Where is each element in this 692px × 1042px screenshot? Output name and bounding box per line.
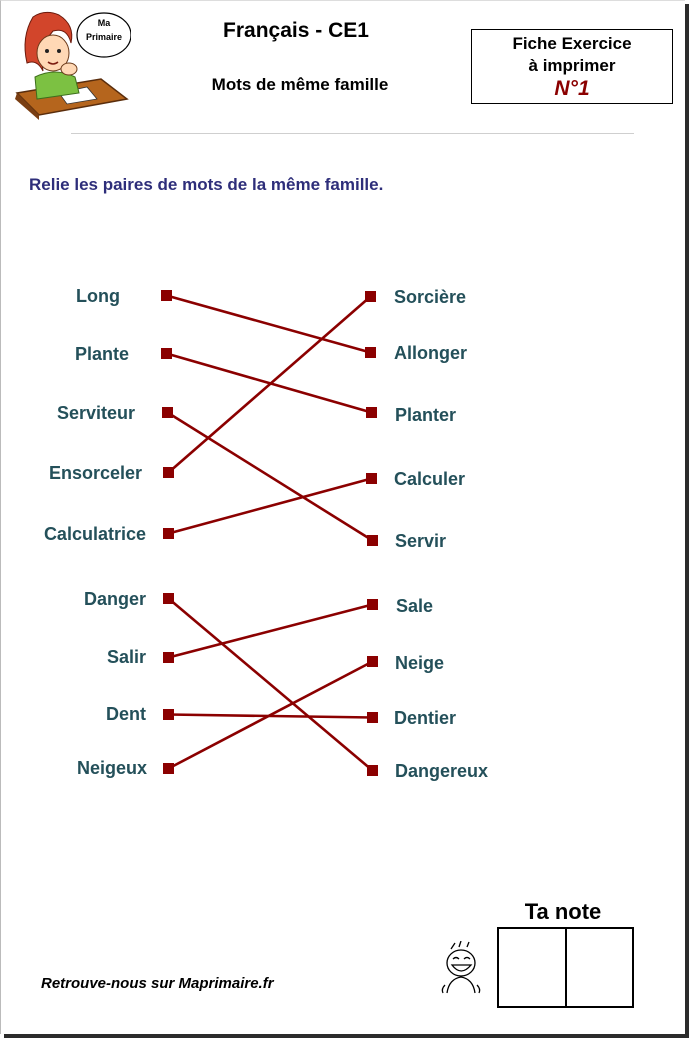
right-dot[interactable] — [366, 473, 377, 484]
right-dot[interactable] — [367, 535, 378, 546]
left-word: Plante — [74, 344, 129, 364]
left-word: Calculatrice — [43, 524, 146, 544]
right-word: Neige — [395, 653, 445, 673]
smiley-face-icon — [441, 941, 481, 994]
left-dot[interactable] — [161, 348, 172, 359]
right-word: Sorcière — [394, 287, 467, 307]
link-line — [167, 660, 374, 770]
page-title: Français - CE1 — [223, 19, 369, 42]
fiche-number: N°1 — [554, 77, 590, 100]
right-dot[interactable] — [366, 407, 377, 418]
link-line — [166, 294, 371, 354]
left-word: Dent — [106, 704, 146, 724]
header-divider — [71, 133, 634, 134]
left-dot[interactable] — [163, 652, 174, 663]
left-word: Serviteur — [56, 403, 135, 423]
left-word: Neigeux — [76, 758, 147, 778]
left-dot[interactable] — [163, 763, 174, 774]
footer-site-text: Retrouve-nous sur Maprimaire.fr — [41, 975, 274, 992]
logo-text-ma: Ma — [98, 18, 111, 28]
fiche-line-1: Fiche Exercice — [512, 34, 632, 53]
right-dot[interactable] — [365, 291, 376, 302]
left-dot[interactable] — [161, 290, 172, 301]
exercise-instruction: Relie les paires de mots de la même fami… — [29, 175, 384, 194]
left-dot[interactable] — [163, 528, 174, 539]
left-dot[interactable] — [163, 709, 174, 720]
right-dot[interactable] — [367, 765, 378, 776]
right-word: Sale — [396, 596, 434, 616]
grade-cell[interactable] — [499, 929, 567, 1006]
right-dot[interactable] — [365, 347, 376, 358]
left-dot[interactable] — [163, 593, 174, 604]
link-line — [166, 352, 372, 414]
link-line — [166, 411, 374, 542]
left-word: Long — [76, 286, 120, 306]
link-line — [168, 603, 373, 659]
page-subtitle: Mots de même famille — [211, 75, 389, 94]
fiche-line-2: à imprimer — [528, 56, 616, 75]
right-dot[interactable] — [367, 656, 378, 667]
right-word: Dangereux — [395, 761, 489, 781]
grade-label: Ta note — [524, 899, 602, 924]
left-dot[interactable] — [162, 407, 173, 418]
right-word: Servir — [395, 531, 447, 551]
left-dot[interactable] — [163, 467, 174, 478]
right-word: Allonger — [394, 343, 468, 363]
grade-cell[interactable] — [567, 929, 633, 1006]
link-line — [167, 295, 372, 474]
right-word: Calculer — [394, 469, 466, 489]
left-word: Danger — [83, 589, 146, 609]
left-word: Salir — [106, 647, 146, 667]
link-line — [168, 477, 372, 535]
ma-primaire-logo: Ma Primaire — [15, 11, 131, 120]
right-word: Dentier — [394, 708, 457, 728]
grade-box[interactable] — [497, 927, 634, 1008]
right-word: Planter — [395, 405, 457, 425]
link-line — [168, 713, 373, 719]
link-line — [167, 597, 374, 772]
logo-text-primaire: Primaire — [86, 32, 122, 42]
left-word: Ensorceler — [48, 463, 142, 483]
fiche-info-box: Fiche Exercice à imprimer N°1 — [471, 29, 673, 104]
right-dot[interactable] — [367, 599, 378, 610]
right-dot[interactable] — [367, 712, 378, 723]
